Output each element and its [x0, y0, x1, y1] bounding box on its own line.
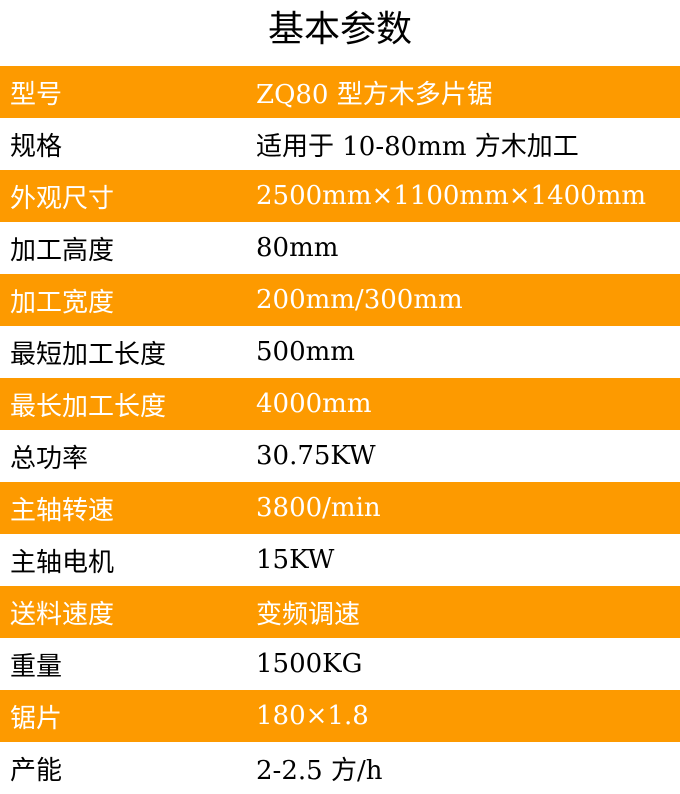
param-value: 1500KG — [256, 649, 363, 679]
param-value: 200mm/300mm — [256, 285, 463, 315]
parameter-table: 型号 ZQ80 型方木多片锯规格 适用于 10-80mm 方木加工外观尺寸 2500m… — [0, 66, 680, 794]
table-row: 重量 1500KG — [0, 638, 680, 690]
param-label: 主轴转速 — [10, 495, 115, 526]
param-label: 外观尺寸 — [10, 183, 115, 214]
table-row: 锯片 180×1.8 — [0, 690, 680, 742]
param-value: 30.75KW — [256, 441, 376, 471]
table-row: 外观尺寸 2500mm×1100mm×1400mm — [0, 170, 680, 222]
table-row: 主轴电机 15KW — [0, 534, 680, 586]
param-label: 最长加工长度 — [10, 391, 167, 422]
param-label: 送料速度 — [10, 599, 115, 630]
page-title: 基本参数 — [267, 9, 412, 50]
table-row: 型号 ZQ80 型方木多片锯 — [0, 66, 680, 118]
table-row: 规格 适用于 10-80mm 方木加工 — [0, 118, 680, 170]
param-value: 变频调速 — [256, 599, 361, 630]
table-row: 主轴转速 3800/min — [0, 482, 680, 534]
param-label: 重量 — [10, 651, 63, 682]
param-value: ZQ80 型方木多片锯 — [256, 79, 493, 110]
param-value: 500mm — [256, 337, 355, 367]
table-row: 加工宽度 200mm/300mm — [0, 274, 680, 326]
table-row: 最长加工长度 4000mm — [0, 378, 680, 430]
param-label: 总功率 — [10, 443, 89, 474]
param-value: 2-2.5 方/h — [256, 755, 383, 786]
table-row: 最短加工长度 500mm — [0, 326, 680, 378]
param-label: 加工高度 — [10, 235, 115, 266]
table-row: 加工高度 80mm — [0, 222, 680, 274]
param-label: 主轴电机 — [10, 547, 115, 578]
param-value: 2500mm×1100mm×1400mm — [256, 181, 646, 211]
param-value: 适用于 10-80mm 方木加工 — [256, 131, 579, 162]
param-value: 15KW — [256, 545, 335, 575]
param-value: 80mm — [256, 233, 339, 263]
param-label: 规格 — [10, 131, 63, 162]
param-label: 型号 — [10, 79, 63, 110]
param-label: 锯片 — [10, 703, 63, 734]
param-value: 180×1.8 — [256, 701, 369, 731]
param-label: 加工宽度 — [10, 287, 115, 318]
table-row: 产能 2-2.5 方/h — [0, 742, 680, 794]
table-row: 总功率 30.75KW — [0, 430, 680, 482]
param-value: 3800/min — [256, 493, 381, 523]
param-value: 4000mm — [256, 389, 372, 419]
param-label: 最短加工长度 — [10, 339, 167, 370]
param-label: 产能 — [10, 755, 63, 786]
table-row: 送料速度 变频调速 — [0, 586, 680, 638]
